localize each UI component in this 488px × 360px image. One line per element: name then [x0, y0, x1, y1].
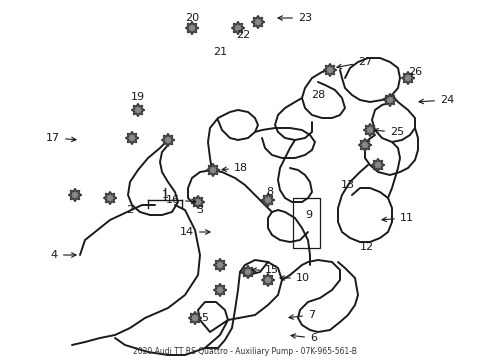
Polygon shape: [265, 198, 270, 202]
Polygon shape: [132, 104, 144, 116]
Text: 24: 24: [418, 95, 453, 105]
Polygon shape: [188, 312, 201, 324]
Polygon shape: [210, 168, 215, 172]
Text: 1: 1: [161, 190, 168, 200]
Polygon shape: [405, 76, 409, 80]
Polygon shape: [103, 192, 116, 204]
Text: 10: 10: [280, 273, 309, 283]
Text: 3: 3: [196, 205, 203, 215]
Polygon shape: [323, 64, 336, 76]
Polygon shape: [136, 108, 140, 112]
Polygon shape: [213, 284, 226, 296]
Polygon shape: [262, 194, 274, 206]
Polygon shape: [195, 200, 200, 204]
Polygon shape: [217, 263, 222, 267]
Text: 7: 7: [288, 310, 314, 320]
Polygon shape: [358, 139, 370, 151]
Polygon shape: [401, 72, 413, 84]
Text: 16: 16: [165, 195, 196, 205]
Polygon shape: [192, 316, 197, 320]
Text: 8: 8: [266, 187, 273, 197]
Polygon shape: [387, 98, 391, 102]
Text: 17: 17: [46, 133, 76, 143]
Text: 22: 22: [235, 30, 250, 40]
Polygon shape: [162, 134, 174, 146]
Polygon shape: [206, 164, 219, 176]
Polygon shape: [371, 159, 384, 171]
Polygon shape: [255, 20, 260, 24]
Text: 26: 26: [407, 67, 421, 77]
Text: 4: 4: [51, 250, 76, 260]
Polygon shape: [367, 128, 371, 132]
Polygon shape: [245, 270, 250, 274]
Text: 6: 6: [290, 333, 316, 343]
Text: 14: 14: [180, 227, 209, 237]
Text: 25: 25: [373, 127, 403, 137]
Bar: [292, 198, 319, 248]
Polygon shape: [235, 26, 240, 30]
Text: 19: 19: [131, 92, 145, 102]
Text: 2020 Audi TT RS Quattro - Auxiliary Pump - 07K-965-561-B: 2020 Audi TT RS Quattro - Auxiliary Pump…: [132, 347, 356, 356]
Polygon shape: [185, 22, 198, 34]
Text: 5: 5: [201, 313, 208, 323]
Polygon shape: [251, 16, 264, 28]
Polygon shape: [125, 132, 138, 144]
Polygon shape: [363, 124, 375, 136]
Polygon shape: [362, 143, 366, 147]
Text: 9: 9: [305, 210, 311, 220]
Text: 21: 21: [212, 47, 226, 57]
Polygon shape: [265, 278, 270, 282]
Polygon shape: [191, 196, 204, 208]
Text: 20: 20: [184, 13, 199, 23]
Polygon shape: [327, 68, 331, 72]
Polygon shape: [69, 189, 81, 201]
Polygon shape: [231, 22, 244, 34]
Polygon shape: [217, 288, 222, 292]
Text: 18: 18: [222, 163, 247, 173]
Polygon shape: [129, 136, 134, 140]
Polygon shape: [242, 266, 254, 278]
Polygon shape: [262, 274, 274, 286]
Text: 15: 15: [251, 265, 279, 275]
Text: 12: 12: [359, 242, 373, 252]
Polygon shape: [383, 94, 395, 106]
Text: 2: 2: [126, 205, 133, 215]
Text: 13: 13: [340, 180, 354, 190]
Text: 23: 23: [278, 13, 311, 23]
Text: 28: 28: [310, 90, 325, 100]
Polygon shape: [165, 138, 170, 142]
Polygon shape: [213, 259, 226, 271]
Polygon shape: [73, 193, 77, 197]
Text: 27: 27: [336, 57, 371, 69]
Polygon shape: [375, 163, 380, 167]
Text: 11: 11: [381, 213, 413, 223]
Polygon shape: [189, 26, 194, 30]
Polygon shape: [107, 196, 112, 200]
